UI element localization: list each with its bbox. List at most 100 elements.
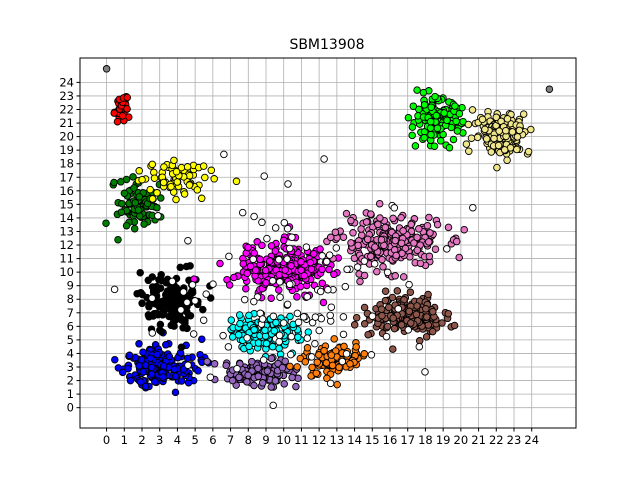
data-point xyxy=(118,199,126,208)
data-point xyxy=(129,173,137,181)
data-point xyxy=(262,279,270,287)
data-point xyxy=(421,368,429,376)
data-point xyxy=(224,343,233,351)
data-point xyxy=(513,145,521,154)
data-point xyxy=(391,272,399,280)
data-point xyxy=(389,214,397,223)
data-point xyxy=(306,258,315,267)
x-tick-label: 10 xyxy=(276,433,291,447)
data-point xyxy=(243,334,251,342)
data-point xyxy=(139,348,147,356)
x-axis-ticks: 0 1 2 3 4 5 6 7 8 9 10 11 12 13 14 15 16 17 18 19 20 21 22 23 24 xyxy=(103,428,539,447)
data-point xyxy=(156,320,165,329)
data-point xyxy=(467,134,476,142)
data-point xyxy=(325,251,334,259)
data-point xyxy=(455,109,464,118)
data-point xyxy=(230,273,238,282)
data-point xyxy=(288,233,296,241)
data-point xyxy=(280,380,288,388)
data-point xyxy=(267,383,275,391)
data-point xyxy=(382,332,391,341)
data-point xyxy=(513,133,522,141)
data-point xyxy=(245,342,253,351)
data-point xyxy=(367,210,375,218)
data-point xyxy=(258,241,266,250)
data-point xyxy=(357,225,365,233)
data-point xyxy=(177,343,186,351)
data-point xyxy=(338,357,347,366)
data-point xyxy=(413,233,421,242)
data-point xyxy=(397,239,406,247)
data-point xyxy=(125,351,134,360)
data-point xyxy=(210,360,219,368)
data-point xyxy=(269,401,277,410)
data-point xyxy=(272,318,280,327)
x-tick-label: 17 xyxy=(400,433,415,447)
data-point xyxy=(453,127,462,135)
data-point xyxy=(293,309,302,318)
data-point xyxy=(280,236,288,245)
data-point xyxy=(245,311,253,320)
data-point xyxy=(167,182,175,191)
data-point xyxy=(258,379,267,387)
data-point xyxy=(503,115,512,123)
x-tick-label: 19 xyxy=(436,433,451,447)
data-point xyxy=(360,320,369,328)
data-point xyxy=(157,194,165,202)
data-point xyxy=(193,186,202,194)
y-tick-label: 7 xyxy=(67,306,74,320)
data-point xyxy=(114,364,123,372)
data-point xyxy=(153,203,161,212)
data-point xyxy=(162,290,170,299)
data-point xyxy=(149,287,158,296)
data-point xyxy=(319,298,328,307)
data-point xyxy=(427,103,435,111)
data-point xyxy=(318,252,326,260)
x-tick-label: 23 xyxy=(507,433,522,447)
data-point xyxy=(330,335,338,343)
y-tick-label: 21 xyxy=(59,116,74,130)
data-point xyxy=(413,246,422,254)
data-point xyxy=(173,178,182,186)
x-tick-label: 24 xyxy=(524,433,539,447)
data-point xyxy=(515,126,524,135)
y-tick-label: 18 xyxy=(59,157,74,171)
data-point xyxy=(225,252,233,261)
data-point xyxy=(315,351,323,359)
data-point xyxy=(406,288,415,296)
data-point xyxy=(379,263,387,271)
data-point xyxy=(271,224,280,232)
data-point xyxy=(286,362,294,371)
data-point xyxy=(256,255,264,264)
y-tick-label: 6 xyxy=(67,319,74,333)
data-point xyxy=(210,175,218,183)
data-point xyxy=(342,209,351,218)
data-point xyxy=(378,255,386,264)
data-point xyxy=(404,113,413,122)
data-point xyxy=(407,220,415,229)
y-tick-label: 12 xyxy=(59,238,74,252)
data-point xyxy=(378,311,386,320)
data-point xyxy=(148,363,156,372)
y-tick-label: 2 xyxy=(67,374,74,388)
data-point xyxy=(271,247,280,255)
data-point xyxy=(473,133,482,142)
data-point xyxy=(299,313,308,321)
data-point xyxy=(227,316,236,324)
data-point xyxy=(110,178,118,187)
x-tick-label: 12 xyxy=(312,433,327,447)
data-point xyxy=(492,113,501,122)
data-point xyxy=(117,178,125,186)
data-point xyxy=(423,313,431,321)
data-point xyxy=(278,363,287,372)
data-point xyxy=(275,331,284,340)
data-point xyxy=(303,334,312,342)
y-tick-label: 4 xyxy=(67,346,74,360)
data-point xyxy=(286,280,294,289)
data-point xyxy=(368,312,377,320)
data-point xyxy=(297,258,305,266)
data-point xyxy=(370,260,379,268)
data-point xyxy=(130,184,138,192)
data-point xyxy=(452,237,461,246)
data-point xyxy=(376,214,384,222)
